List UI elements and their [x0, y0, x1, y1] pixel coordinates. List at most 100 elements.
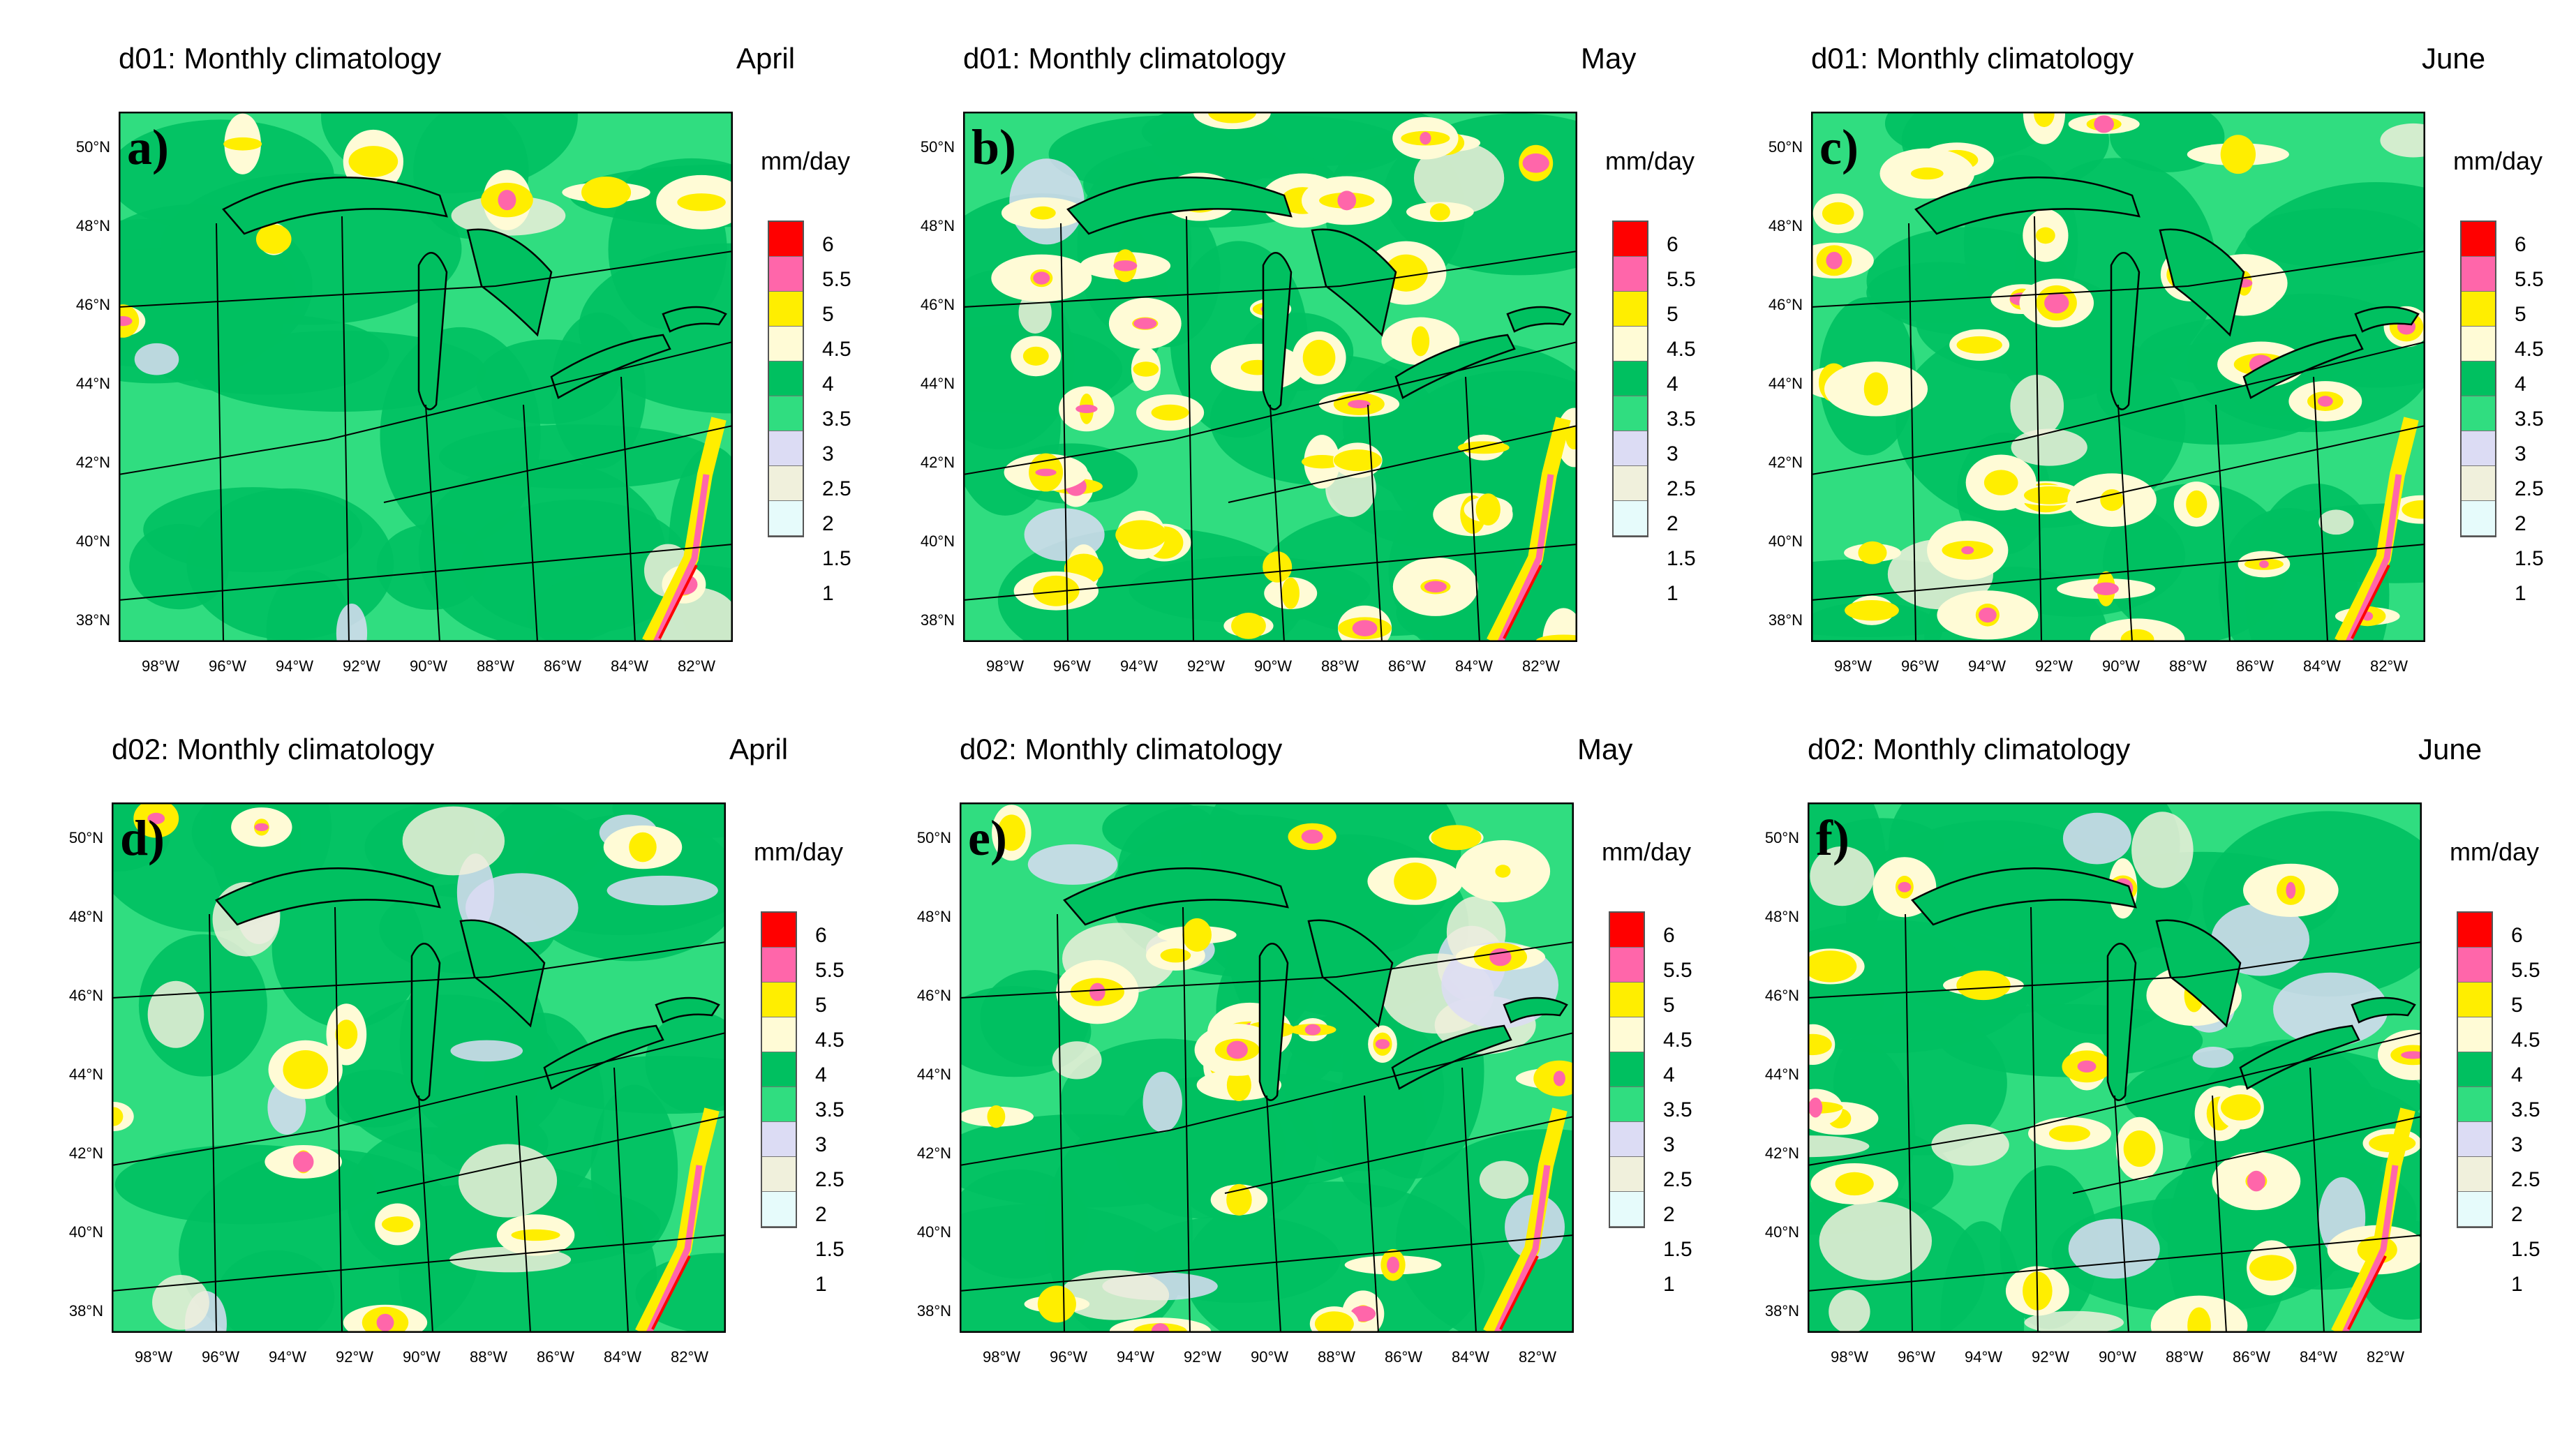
- lake-outline: [2239, 1024, 2360, 1090]
- colorbar-label: 1.5: [815, 1238, 844, 1261]
- latitude-label: 40°N: [68, 1223, 103, 1241]
- precipitation-map: [119, 112, 733, 642]
- colorbar-box: [769, 327, 803, 361]
- colorbar-box: [2458, 1052, 2492, 1087]
- colorbar-label: 5.5: [822, 268, 851, 291]
- colorbar-label: 5.5: [815, 959, 844, 982]
- colorbar-label: 5: [2511, 994, 2523, 1017]
- colorbar-label: 1.5: [2511, 1238, 2540, 1261]
- panel-title: d02: Monthly climatology: [1808, 733, 2131, 765]
- latitude-label: 50°N: [75, 138, 110, 156]
- colorbar-label: 4: [1663, 1063, 1675, 1086]
- longitude-label: 98°W: [1833, 657, 1873, 675]
- colorbar-label: 4: [2515, 373, 2526, 396]
- latitude-label: 50°N: [920, 138, 955, 156]
- latitude-label: 50°N: [1768, 138, 1803, 156]
- colorbar-label: 2: [1667, 512, 1678, 535]
- longitude-label: 92°W: [2031, 1348, 2070, 1366]
- latitude-label: 50°N: [916, 829, 951, 846]
- lake-outline: [550, 334, 671, 399]
- latitude-label: 44°N: [920, 375, 955, 392]
- colorbar-label: 2.5: [1663, 1168, 1692, 1191]
- map-panel-c: d01: Monthly climatology June c) 50°N 48°N 46…: [1769, 42, 2576, 740]
- units-label: mm/day: [761, 147, 851, 175]
- colorbar-box: [1614, 396, 1647, 431]
- longitude-label: 88°W: [2165, 1348, 2204, 1366]
- colorbar-box: [1610, 1192, 1644, 1227]
- map-panel-a: d01: Monthly climatology April a) 50°N 48°N 4…: [76, 42, 963, 740]
- colorbar-label: 3.5: [2515, 408, 2544, 431]
- latitude-label: 48°N: [916, 908, 951, 925]
- colorbar: [1609, 911, 1645, 1228]
- latitude-label: 44°N: [75, 375, 110, 392]
- precipitation-map: [1811, 112, 2425, 642]
- colorbar-box: [1610, 983, 1644, 1017]
- latitude-label: 46°N: [916, 987, 951, 1004]
- longitude-label: 96°W: [1049, 1348, 1088, 1366]
- latitude-label: 38°N: [916, 1302, 951, 1320]
- lake-outline: [410, 943, 441, 1101]
- lake-outline: [2242, 334, 2364, 399]
- colorbar-label: 5: [815, 994, 827, 1017]
- colorbar-label: 3.5: [822, 408, 851, 431]
- colorbar-box: [2462, 466, 2495, 501]
- latitude-label: 38°N: [1768, 611, 1803, 629]
- colorbar-label: 6: [815, 924, 827, 947]
- panel-title: d01: Monthly climatology: [1811, 42, 2134, 75]
- lake-outline: [2110, 252, 2141, 410]
- panel-letter: e): [968, 810, 1007, 866]
- latitude-label: 42°N: [920, 454, 955, 471]
- lake-outline: [459, 919, 546, 1028]
- colorbar-box: [1614, 327, 1647, 361]
- latitude-label: 50°N: [68, 829, 103, 846]
- lake-outline: [1262, 252, 1293, 410]
- latitude-label: 42°N: [916, 1144, 951, 1162]
- map-panel-d: d02: Monthly climatology April d) 50°N 48°N 4…: [69, 733, 956, 1431]
- lake-outline: [1066, 177, 1293, 235]
- lake-outline: [1394, 334, 1516, 399]
- colorbar-box: [762, 1052, 796, 1087]
- latitude-label: 44°N: [68, 1066, 103, 1083]
- longitude-label: 98°W: [985, 657, 1025, 675]
- longitude-label: 84°W: [2302, 657, 2342, 675]
- lake-outline: [1311, 228, 1397, 337]
- colorbar-box: [769, 292, 803, 327]
- map-panel-e: d02: Monthly climatology May e) 50°N 48°N 46°…: [917, 733, 1804, 1431]
- longitude-label: 96°W: [201, 1348, 240, 1366]
- map-area: [112, 802, 726, 1333]
- colorbar-label: 1: [2511, 1273, 2523, 1296]
- colorbar-label: 3.5: [1667, 408, 1696, 431]
- colorbar-label: 2.5: [822, 477, 851, 500]
- colorbar-box: [769, 466, 803, 501]
- latitude-label: 38°N: [68, 1302, 103, 1320]
- longitude-label: 92°W: [335, 1348, 374, 1366]
- colorbar-box: [2462, 501, 2495, 536]
- latitude-label: 40°N: [920, 532, 955, 550]
- colorbar-label: 4.5: [815, 1029, 844, 1052]
- lake-outline: [2354, 306, 2420, 333]
- colorbar-box: [1614, 501, 1647, 536]
- longitude-label: 98°W: [1830, 1348, 1869, 1366]
- colorbar-label: 6: [2515, 233, 2526, 256]
- longitude-label: 88°W: [1320, 657, 1360, 675]
- colorbar: [1612, 221, 1648, 537]
- longitude-label: 84°W: [610, 657, 649, 675]
- lake-outline: [417, 252, 448, 410]
- panel-month: June: [2422, 42, 2486, 75]
- longitude-label: 86°W: [1387, 657, 1427, 675]
- longitude-label: 94°W: [1964, 1348, 2003, 1366]
- longitude-label: 94°W: [1967, 657, 2007, 675]
- longitude-label: 98°W: [141, 657, 180, 675]
- colorbar-box: [762, 948, 796, 983]
- units-label: mm/day: [2453, 147, 2543, 175]
- colorbar-label: 2: [2511, 1203, 2523, 1226]
- colorbar-label: 5.5: [1667, 268, 1696, 291]
- longitude-label: 96°W: [1897, 1348, 1936, 1366]
- colorbar-box: [2462, 431, 2495, 466]
- colorbar-box: [769, 396, 803, 431]
- lake-outline: [1506, 306, 1572, 333]
- latitude-label: 38°N: [75, 611, 110, 629]
- colorbar-box: [762, 983, 796, 1017]
- colorbar: [761, 911, 797, 1228]
- colorbar-label: 1.5: [1663, 1238, 1692, 1261]
